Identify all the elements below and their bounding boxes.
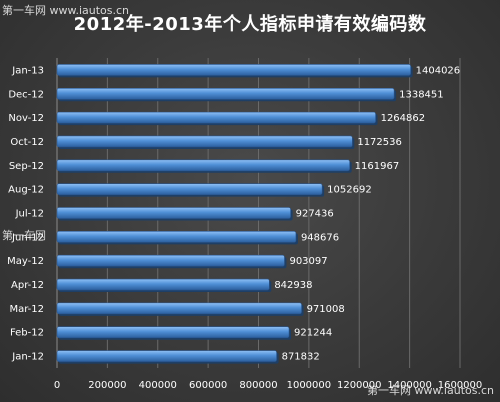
x-tick-label: 600000 [189,380,227,391]
data-label: 1338451 [399,89,444,100]
bar [56,135,353,148]
bar [56,350,277,362]
y-tick-label: Jan-13 [11,65,44,76]
y-tick-label: Sep-12 [9,161,44,172]
y-tick-label: Oct-12 [10,137,44,148]
data-label: 842938 [274,280,312,291]
data-label: 927436 [296,209,334,220]
data-label: 1264862 [381,113,426,124]
watermark-bottom: 第一车网 www.iautos.cn [366,384,494,397]
watermark-mid: 第一车网 [2,229,46,242]
watermark-top: 第一车网 www.iautos.cn [2,4,130,17]
x-tick-label: 0 [54,380,60,391]
bar [56,111,376,124]
data-label: 1404026 [416,65,461,76]
bar [56,87,395,100]
bar [56,231,297,243]
data-label: 948676 [301,232,339,243]
x-tick-label: 200000 [88,380,126,391]
y-tick-label: Dec-12 [8,89,44,100]
y-tick-label: Aug-12 [8,185,44,196]
chart-title: 2012年-2013年个人指标申请有效编码数 [73,14,427,35]
y-tick-label: Mar-12 [9,304,44,315]
y-tick-label: Feb-12 [10,328,44,339]
data-label: 1172536 [357,137,402,148]
data-label: 921244 [294,328,332,339]
x-tick-label: 400000 [139,380,177,391]
x-tick-label: 1000000 [287,380,332,391]
data-label: 903097 [289,256,327,267]
y-tick-label: Jan-12 [11,352,44,363]
data-label: 971008 [307,304,345,315]
data-label: 1052692 [327,185,372,196]
y-tick-label: Jul-12 [15,209,44,220]
x-tick-label: 800000 [239,380,277,391]
bar [56,183,323,195]
bar [56,159,350,172]
bar [56,64,411,76]
y-tick-label: Jun-12 [11,232,44,243]
y-tick-label: May-12 [7,256,44,267]
data-label: 1161967 [355,161,400,172]
y-tick-label: Apr-12 [11,280,44,291]
x-tick-label: 1600000 [438,380,483,391]
bar [56,278,270,291]
x-tick-label: 1400000 [387,380,432,391]
bar [56,207,291,219]
bar [56,254,285,267]
bar [56,326,290,339]
y-tick-label: Nov-12 [8,113,44,124]
bar [56,302,302,315]
data-label: 871832 [282,352,320,363]
x-tick-label: 1200000 [337,380,382,391]
